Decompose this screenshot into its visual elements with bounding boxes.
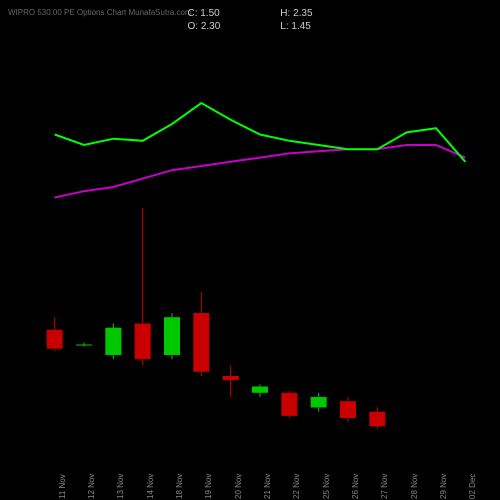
x-tick-label: 22 Nov [292,474,301,499]
x-tick-label: 21 Nov [263,474,272,499]
info-col-right: H: 2.35 L: 1.45 [280,8,312,32]
x-axis-labels: 11 Nov12 Nov13 Nov14 Nov18 Nov19 Nov20 N… [35,458,485,488]
x-tick-label: 26 Nov [351,474,360,499]
x-tick-label: 28 Nov [410,474,419,499]
close-label: C: [187,8,197,19]
x-tick-label: 27 Nov [380,474,389,499]
high-label: H: [280,8,290,19]
x-tick-label: 29 Nov [439,474,448,499]
x-tick-label: 11 Nov [58,474,67,499]
ohlc-info-bar: C: 1.50 O: 2.30 H: 2.35 L: 1.45 [0,8,500,32]
info-col-left: C: 1.50 O: 2.30 [187,8,220,32]
low-value: 1.45 [291,21,310,32]
close-row: C: 1.50 [187,8,220,19]
x-tick-label: 19 Nov [204,474,213,499]
x-tick-label: 20 Nov [234,474,243,499]
chart-area [35,40,485,460]
open-value: 2.30 [201,21,220,32]
low-row: L: 1.45 [280,21,312,32]
open-row: O: 2.30 [187,21,220,32]
x-tick-label: 12 Nov [87,474,96,499]
x-tick-label: 18 Nov [175,474,184,499]
close-value: 1.50 [200,8,219,19]
x-tick-label: 25 Nov [322,474,331,499]
x-tick-label: 02 Dec [468,474,477,499]
high-row: H: 2.35 [280,8,312,19]
high-value: 2.35 [293,8,312,19]
open-label: O: [187,21,198,32]
x-tick-label: 13 Nov [116,474,125,499]
x-tick-label: 14 Nov [146,474,155,499]
low-label: L: [280,21,288,32]
chart-svg [35,40,485,460]
